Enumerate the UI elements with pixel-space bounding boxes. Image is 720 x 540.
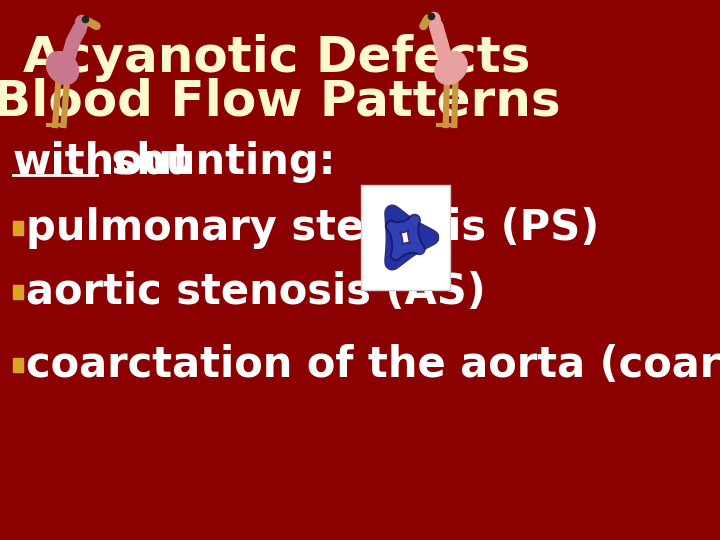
Bar bbox=[13, 358, 23, 372]
Bar bbox=[361, 185, 450, 290]
Ellipse shape bbox=[46, 51, 79, 85]
Ellipse shape bbox=[441, 52, 465, 75]
Text: aortic stenosis (AS): aortic stenosis (AS) bbox=[27, 271, 486, 313]
Ellipse shape bbox=[75, 15, 89, 31]
Text: shunting:: shunting: bbox=[96, 141, 335, 183]
Ellipse shape bbox=[434, 51, 468, 85]
Text: Blood Flow Patterns: Blood Flow Patterns bbox=[0, 78, 561, 126]
Ellipse shape bbox=[427, 12, 441, 28]
Ellipse shape bbox=[48, 52, 72, 75]
Text: Acyanotic Defects: Acyanotic Defects bbox=[23, 34, 531, 82]
Text: pulmonary stenosis (PS): pulmonary stenosis (PS) bbox=[27, 207, 600, 249]
Bar bbox=[13, 285, 23, 299]
Bar bbox=[13, 221, 23, 235]
Text: coarctation of the aorta (coarc): coarctation of the aorta (coarc) bbox=[27, 344, 720, 386]
Text: without: without bbox=[13, 141, 193, 183]
